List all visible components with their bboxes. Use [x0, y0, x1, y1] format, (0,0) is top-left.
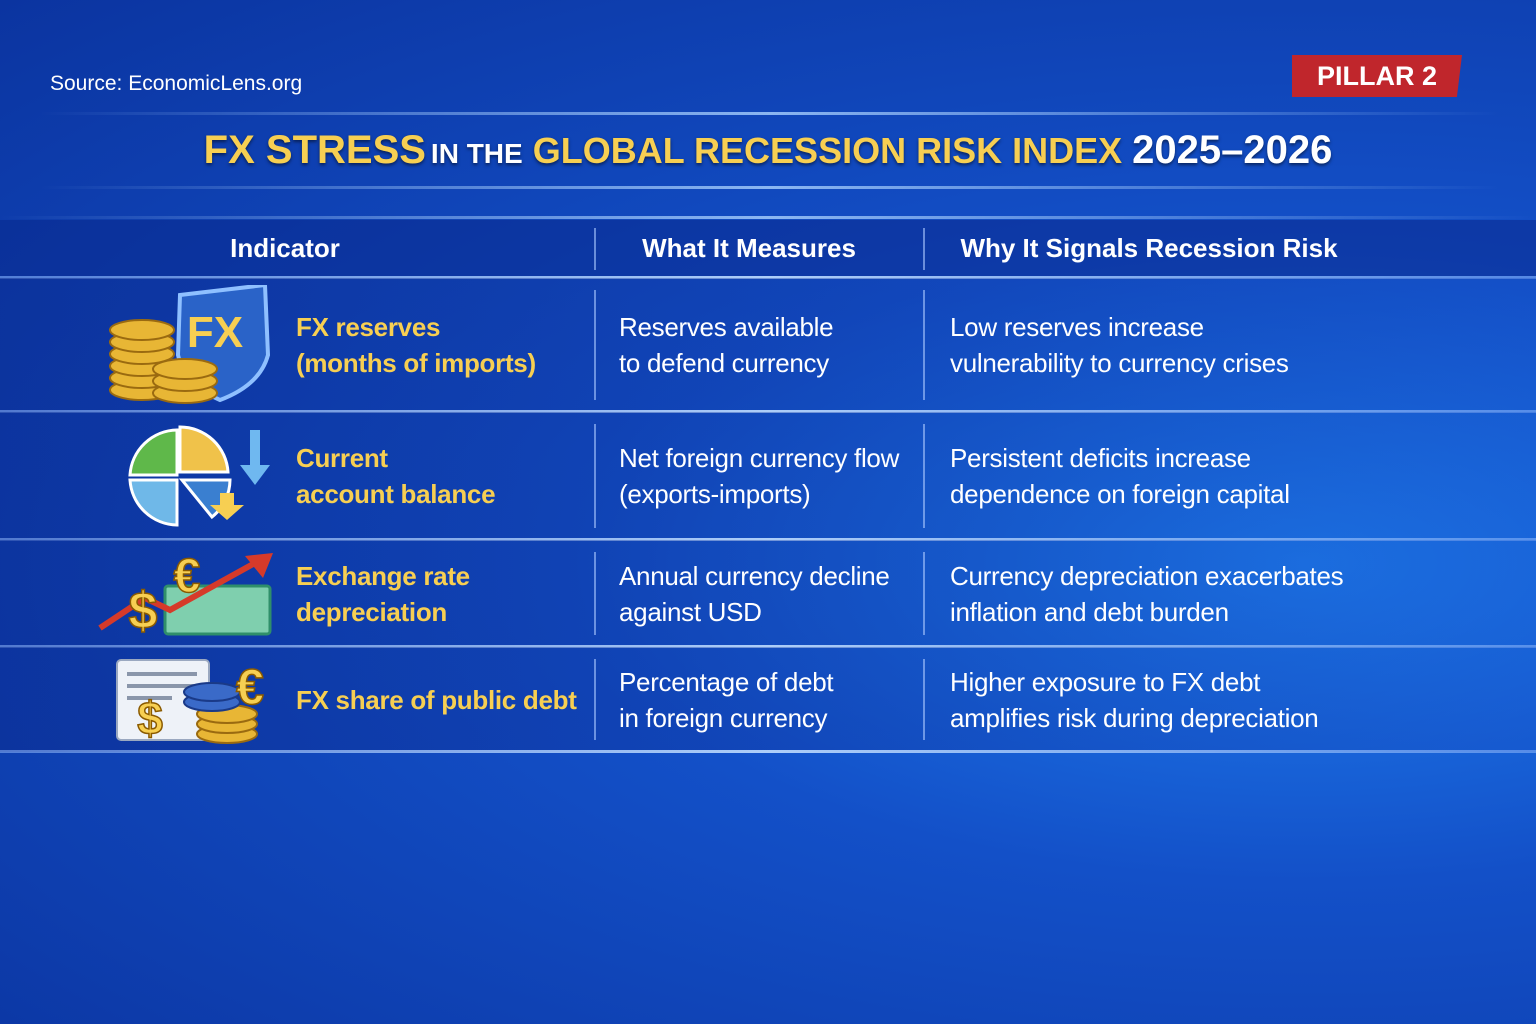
cell-line: (months of imports) — [296, 348, 536, 378]
table-cell: FX share of public debt — [296, 647, 591, 752]
table-cell: Higher exposure to FX debt amplifies risk… — [950, 647, 1390, 752]
header-cell: Indicator — [230, 233, 340, 263]
column-divider — [594, 659, 596, 740]
cell-line: Low reserves increase — [950, 312, 1204, 342]
title: FX STRESS IN THE GLOBAL RECESSION RISK IND… — [0, 128, 1536, 173]
column-divider — [594, 424, 596, 528]
cell-line: Net foreign currency flow — [619, 443, 900, 473]
source: Source: EconomicLens.org — [50, 72, 303, 95]
table-cell: Currency depreciation exacerbates inflati… — [950, 540, 1390, 647]
table-cell: FX reserves (months of imports) — [296, 278, 591, 412]
cell-line: account balance — [296, 479, 496, 509]
icon-current-account — [128, 425, 270, 527]
cell-line: Higher exposure to FX debt — [950, 666, 1261, 697]
cell-line: Current — [296, 443, 388, 473]
icon-text: € — [174, 550, 201, 603]
cell-line: depreciation — [296, 596, 447, 627]
cell-line: Persistent deficits increase — [950, 443, 1251, 473]
divider — [40, 186, 1500, 189]
row-divider — [0, 645, 1536, 648]
table-cell: Net foreign currency flow (exports-import… — [619, 412, 919, 540]
cell-line: Percentage of debt — [619, 666, 834, 697]
cell-line: vulnerability to currency crises — [950, 348, 1289, 378]
header-cell: What It Measures — [642, 233, 856, 263]
table-cell: Persistent deficits increase dependence o… — [950, 412, 1390, 540]
cell-line: Exchange rate — [296, 560, 470, 591]
cell-line: FX share of public debt — [296, 684, 577, 715]
cell-line: amplifies risk during depreciation — [950, 702, 1319, 733]
cell-line: to defend currency — [619, 348, 829, 378]
column-divider — [923, 659, 925, 740]
table-cell: Exchange rate depreciation — [296, 540, 591, 647]
row-divider — [0, 410, 1536, 413]
column-divider — [594, 290, 596, 400]
cell-line: in foreign currency — [619, 702, 828, 733]
icon-reserves: FX — [109, 285, 271, 404]
column-divider — [923, 228, 925, 270]
cell-line: inflation and debt burden — [950, 596, 1229, 627]
column-divider — [923, 290, 925, 400]
cell-line: Currency depreciation exacerbates — [950, 560, 1344, 591]
icon-exchange-rate: $ € — [98, 549, 273, 638]
table-cell: Low reserves increase vulnerability to cu… — [950, 278, 1390, 412]
table-cell: Current account balance — [296, 412, 591, 540]
icon-text: $ — [137, 692, 163, 744]
title-part: 2025–2026 — [1132, 128, 1333, 172]
title-part: GLOBAL RECESSION RISK INDEX — [532, 130, 1123, 171]
icon-text: $ — [129, 582, 158, 638]
header-cell: Why It Signals Recession Risk — [960, 233, 1338, 263]
table-header — [0, 220, 1536, 276]
divider — [0, 216, 1536, 219]
divider — [40, 112, 1500, 115]
column-divider — [923, 424, 925, 528]
icon-text: € — [236, 659, 264, 715]
cell-line: Reserves available — [619, 312, 834, 342]
row-divider — [0, 276, 1536, 279]
cell-line: Annual currency decline — [619, 560, 890, 591]
table-cell: Annual currency decline against USD — [619, 540, 919, 647]
table-cell: Percentage of debt in foreign currency — [619, 647, 919, 752]
title-part: FX STRESS — [203, 128, 426, 172]
icon-public-debt: $ € — [116, 658, 265, 745]
cell-line: against USD — [619, 596, 762, 627]
column-divider — [594, 552, 596, 635]
column-divider — [594, 228, 596, 270]
row-divider — [0, 750, 1536, 753]
row-divider — [0, 538, 1536, 541]
badge: PILLAR 2 — [1292, 55, 1462, 97]
cell-line: dependence on foreign capital — [950, 479, 1290, 509]
cell-line: FX reserves — [296, 312, 441, 342]
cell-line: (exports-imports) — [619, 479, 811, 509]
icon-text: FX — [187, 308, 243, 357]
column-divider — [923, 552, 925, 635]
title-part: IN THE — [430, 138, 523, 169]
table-cell: Reserves available to defend currency — [619, 278, 919, 412]
